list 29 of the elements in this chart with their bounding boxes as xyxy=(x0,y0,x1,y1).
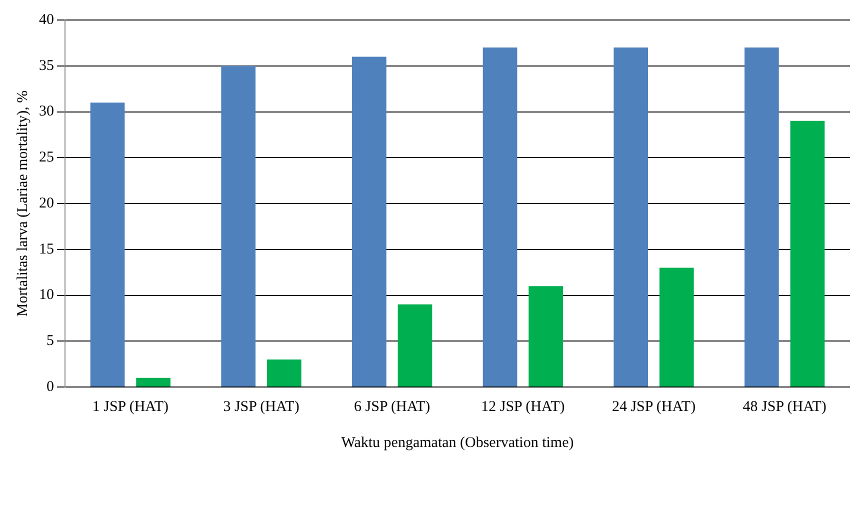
x-tick-label: 24 JSP (HAT) xyxy=(612,398,696,415)
bar xyxy=(352,56,386,386)
y-tick-label: 5 xyxy=(46,333,54,350)
bar xyxy=(659,268,694,386)
x-tick-label: 48 JSP (HAT) xyxy=(742,398,826,415)
bar xyxy=(221,66,256,386)
bar xyxy=(482,48,518,386)
bar xyxy=(136,378,170,386)
y-axis-title: Mortalitas larva (Lariae mortality), % xyxy=(14,90,31,317)
bar xyxy=(528,286,563,386)
x-tick-label: 1 JSP (HAT) xyxy=(92,398,168,415)
y-tick-label: 25 xyxy=(39,150,54,166)
bar xyxy=(266,359,302,386)
x-tick-label: 3 JSP (HAT) xyxy=(223,398,300,415)
y-tick-label: 35 xyxy=(39,58,54,74)
x-tick-label: 12 JSP (HAT) xyxy=(481,398,565,415)
bar xyxy=(744,48,779,386)
y-tick-label: 10 xyxy=(39,287,54,304)
y-tick-label: 30 xyxy=(39,104,54,120)
x-tick-label: 6 JSP (HAT) xyxy=(354,398,430,415)
y-tick-label: 15 xyxy=(39,241,54,258)
bar xyxy=(90,102,125,386)
x-axis-title: Waktu pengamatan (Observation time) xyxy=(341,434,574,451)
y-tick-label: 40 xyxy=(39,12,54,28)
bar xyxy=(398,304,432,386)
y-tick-label: 0 xyxy=(46,378,54,395)
bar xyxy=(790,120,825,386)
y-tick-label: 20 xyxy=(39,195,54,212)
bar xyxy=(614,48,648,386)
